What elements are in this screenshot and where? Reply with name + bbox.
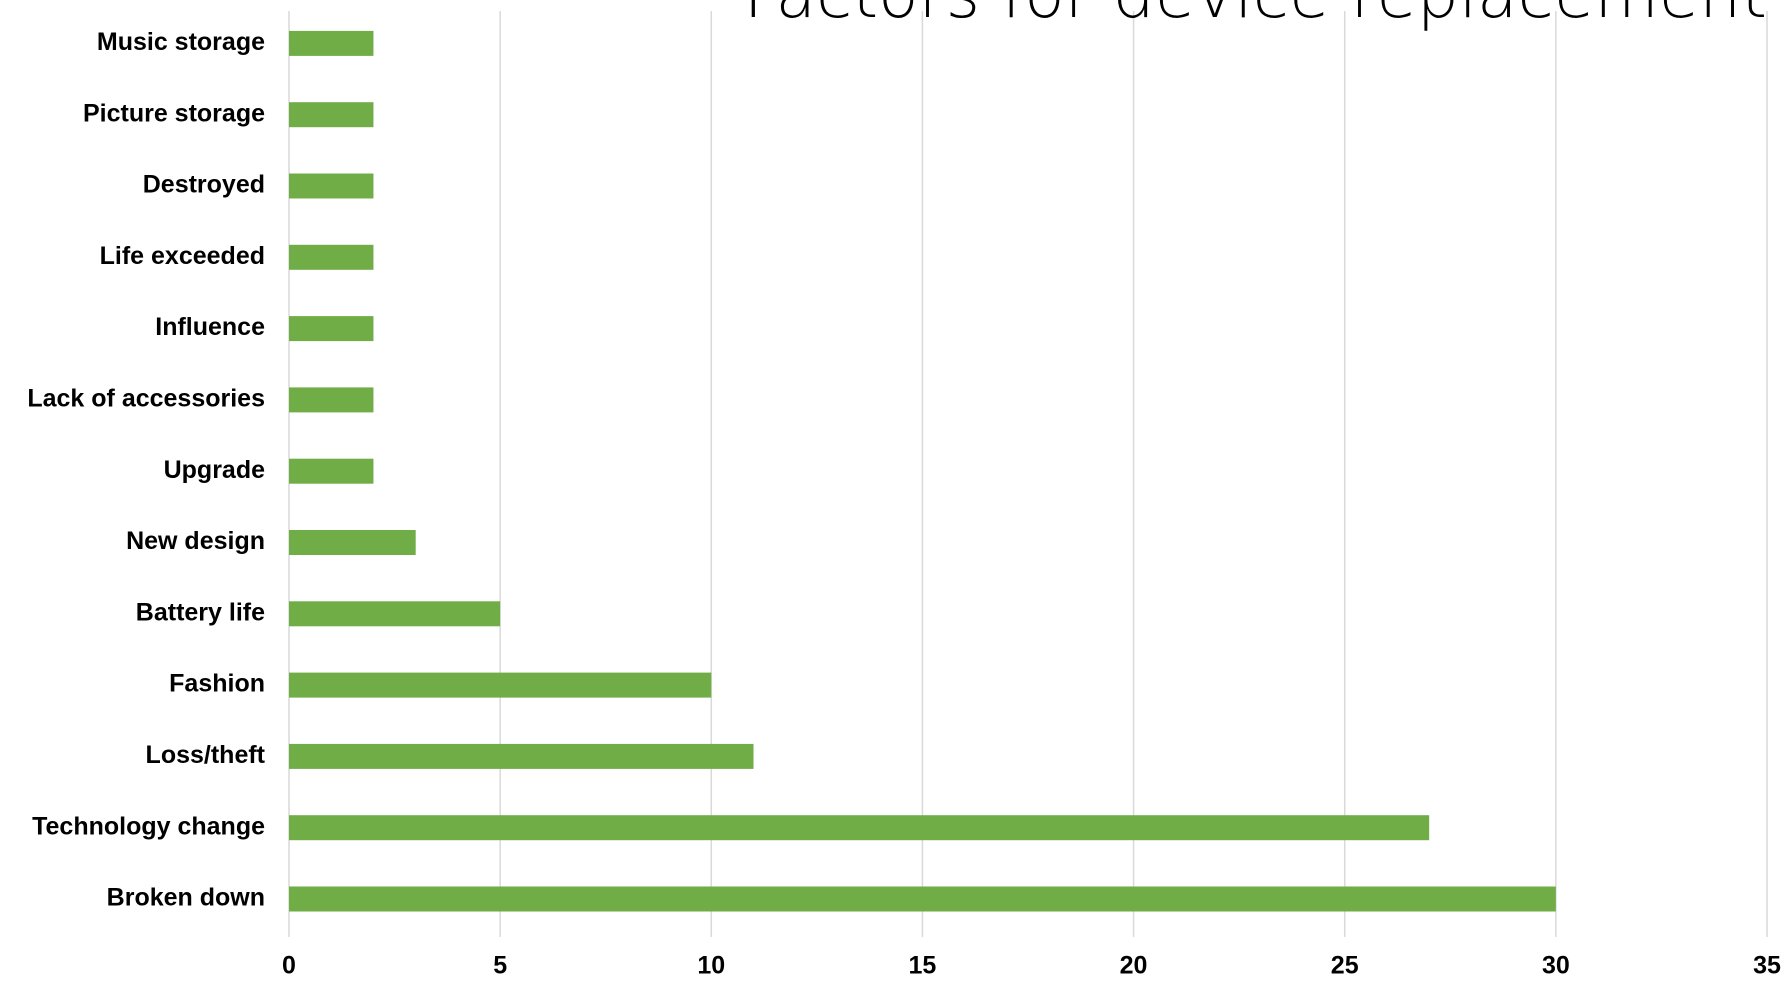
bar — [289, 30, 374, 56]
bar — [289, 743, 754, 769]
y-tick-label: Life exceeded — [100, 242, 265, 270]
x-tick-label: 5 — [493, 952, 507, 980]
bar — [289, 173, 374, 199]
bar — [289, 530, 416, 555]
bar — [289, 672, 712, 698]
y-tick-label: Upgrade — [164, 456, 266, 484]
x-tick-label: 0 — [282, 952, 296, 980]
bar — [289, 458, 374, 484]
y-tick-label: Battery life — [136, 598, 265, 626]
y-tick-label: Fashion — [169, 670, 265, 698]
bar — [289, 387, 374, 413]
y-tick-label: Loss/theft — [146, 741, 266, 769]
y-tick-label: Destroyed — [143, 171, 265, 199]
y-tick-label: Music storage — [97, 28, 265, 56]
bar — [289, 886, 1556, 912]
bar — [289, 316, 374, 342]
y-tick-label: Lack of accessories — [27, 385, 265, 413]
bar — [289, 244, 374, 270]
x-tick-label: 10 — [697, 952, 725, 980]
y-tick-label: New design — [126, 527, 265, 555]
bar — [289, 601, 501, 627]
x-tick-label: 35 — [1753, 952, 1781, 980]
chart-title: Factors for device replacement — [744, 0, 1767, 33]
x-tick-label: 15 — [909, 952, 937, 980]
x-tick-label: 30 — [1542, 952, 1570, 980]
x-tick-label: 25 — [1331, 952, 1359, 980]
y-tick-label: Influence — [155, 313, 265, 341]
bar — [289, 102, 374, 128]
y-tick-label: Picture storage — [83, 99, 265, 127]
bar — [289, 815, 1430, 841]
x-tick-label: 20 — [1120, 952, 1148, 980]
y-tick-label: Technology change — [32, 812, 265, 840]
y-tick-label: Broken down — [107, 884, 265, 912]
